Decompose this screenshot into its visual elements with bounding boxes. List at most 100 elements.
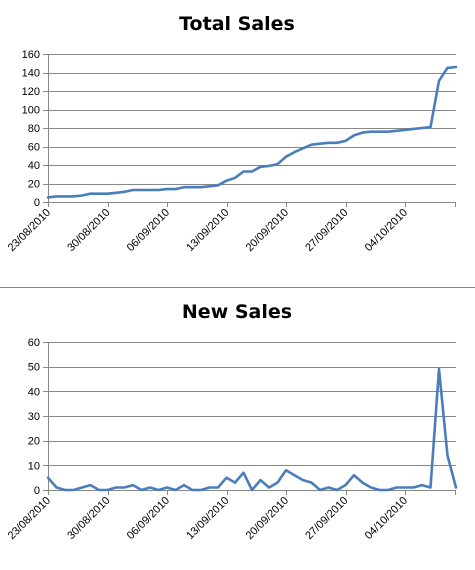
data-point [455,486,457,489]
data-point [387,489,389,491]
x-tick-label: 23/08/2010 [6,495,53,542]
data-point [55,486,58,489]
data-point [183,484,185,486]
data-point [123,191,126,193]
data-point [98,192,100,195]
data-point [276,481,279,484]
data-point [421,484,423,486]
y-tick-label: 10 [28,460,40,472]
x-tick-label: 30/08/2010 [65,207,112,254]
data-point [183,186,185,188]
y-tick-label: 160 [22,49,40,61]
x-tick-label: 27/09/2010 [303,207,350,254]
data-point [217,486,219,489]
data-point [327,142,330,144]
data-point [64,489,66,491]
y-tick-label: 0 [34,197,40,209]
data-point [191,489,194,491]
data-point [395,130,398,132]
data-point [361,131,364,134]
data-point [200,489,202,491]
data-point [395,486,398,489]
data-point [421,127,423,129]
data-point [336,142,338,144]
data-point [361,481,364,484]
data-point [174,489,177,491]
data-point [72,489,75,491]
data-point [174,188,177,190]
data-point [285,469,287,472]
data-point [387,130,389,133]
data-point [446,454,449,457]
data-point [47,476,49,479]
y-tick-label: 0 [34,485,40,497]
data-point [353,134,355,137]
data-point [310,481,313,484]
data-point [72,195,75,198]
data-point [370,486,372,489]
data-point [336,489,338,491]
x-tick-label: 04/10/2010 [363,495,410,542]
data-point [81,194,83,197]
data-point [242,170,245,173]
data-point [293,474,296,477]
y-tick-label: 20 [28,436,40,448]
chart-title: New Sales [182,301,292,323]
data-point [429,486,432,489]
data-point [115,192,117,194]
data-point [115,486,117,489]
chart-title: Total Sales [179,13,295,35]
data-point [412,486,415,489]
data-point [242,471,245,474]
data-point [157,489,160,491]
series-line [46,367,458,492]
data-point [293,151,296,153]
x-tick-label: 23/08/2010 [6,207,53,254]
data-point [98,489,100,491]
data-point [234,177,236,179]
data-point [302,479,304,481]
y-tick-label: 60 [28,337,40,349]
y-tick-label: 100 [22,105,40,117]
data-point [191,186,194,188]
data-point [319,489,321,491]
x-tick-label: 20/09/2010 [244,495,291,542]
data-point [149,189,151,191]
series-line [46,65,458,199]
data-point [251,170,253,173]
data-point [259,479,262,481]
data-point [81,486,83,489]
data-point [140,189,143,191]
data-point [344,484,347,486]
data-point [225,476,228,479]
y-tick-label: 40 [28,160,40,172]
data-point [327,486,330,489]
data-point [106,489,109,491]
data-point [404,486,406,489]
data-point [438,80,440,82]
y-tick-label: 120 [22,86,40,98]
data-point [276,163,279,165]
data-point [319,142,321,145]
data-point [132,189,134,191]
x-tick-label: 27/09/2010 [303,495,350,542]
x-tick-label: 13/09/2010 [184,207,231,254]
data-point [251,489,253,491]
y-tick-label: 30 [28,411,40,423]
data-point [208,486,211,489]
data-point [259,166,262,168]
y-tick-label: 80 [28,123,40,135]
x-tick-label: 13/09/2010 [184,495,231,542]
data-point [378,489,381,491]
data-point [370,130,372,133]
data-point [455,66,457,68]
y-tick-label: 50 [28,362,40,374]
data-point [285,155,287,158]
data-point [268,165,270,167]
data-point [140,489,143,491]
data-point [47,196,49,199]
data-point [438,368,440,370]
data-point [353,474,355,477]
data-point [149,486,151,489]
